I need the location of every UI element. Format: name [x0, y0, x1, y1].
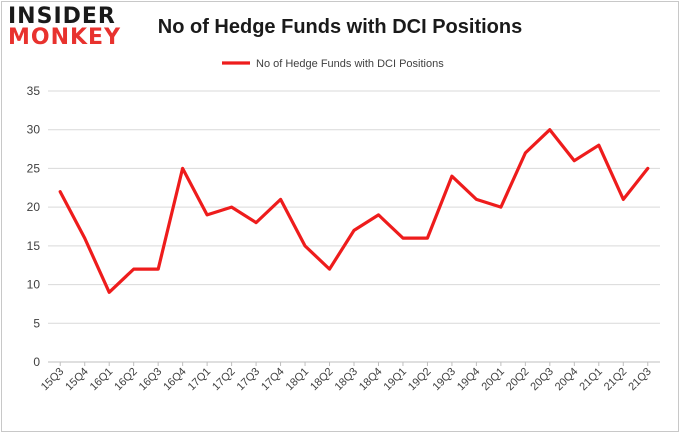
x-tick-label: 19Q4 — [455, 366, 483, 394]
legend-label: No of Hedge Funds with DCI Positions — [256, 58, 444, 70]
x-tick-label: 21Q2 — [602, 366, 630, 394]
x-tick-label: 19Q1 — [382, 366, 410, 394]
x-tick-label: 16Q3 — [137, 366, 165, 394]
x-tick-label: 16Q4 — [161, 366, 189, 394]
x-tick-label: 20Q1 — [479, 366, 507, 394]
x-tick-label: 17Q4 — [259, 366, 287, 394]
x-tick-label: 19Q3 — [431, 366, 459, 394]
x-tick-label: 17Q1 — [186, 366, 214, 394]
x-tick-label: 18Q3 — [333, 366, 361, 394]
y-tick-label: 20 — [27, 200, 41, 214]
x-tick-label: 20Q3 — [528, 366, 556, 394]
y-tick-label: 5 — [33, 316, 40, 330]
x-tick-label: 20Q2 — [504, 366, 532, 394]
x-tick-label: 15Q4 — [63, 366, 91, 394]
x-tick-label: 16Q2 — [112, 366, 140, 394]
x-tick-label: 17Q2 — [210, 366, 238, 394]
x-tick-label: 15Q3 — [39, 366, 67, 394]
x-tick-label: 16Q1 — [88, 366, 116, 394]
series-line — [58, 128, 650, 294]
y-tick-label: 25 — [27, 161, 41, 175]
x-tick-label: 19Q2 — [406, 366, 434, 394]
x-tick-label: 18Q2 — [308, 366, 336, 394]
x-tick-label: 18Q4 — [357, 366, 385, 394]
chart-title: No of Hedge Funds with DCI Positions — [157, 16, 523, 38]
y-tick-label: 10 — [27, 278, 41, 292]
x-tick-label: 17Q3 — [235, 366, 263, 394]
y-tick-label: 0 — [33, 355, 40, 369]
insider-monkey-logo: INSIDER MONKEY — [8, 4, 122, 50]
x-tick-label: 21Q3 — [626, 366, 654, 394]
logo-line-2: MONKEY — [8, 25, 122, 50]
y-tick-label: 30 — [27, 123, 41, 137]
x-tick-label: 20Q4 — [553, 366, 581, 394]
y-tick-label: 35 — [27, 84, 41, 98]
x-tick-label: 18Q1 — [284, 366, 312, 394]
logo-line-1: INSIDER — [8, 4, 116, 29]
y-tick-label: 15 — [27, 239, 41, 253]
x-tick-label: 21Q1 — [577, 366, 605, 394]
